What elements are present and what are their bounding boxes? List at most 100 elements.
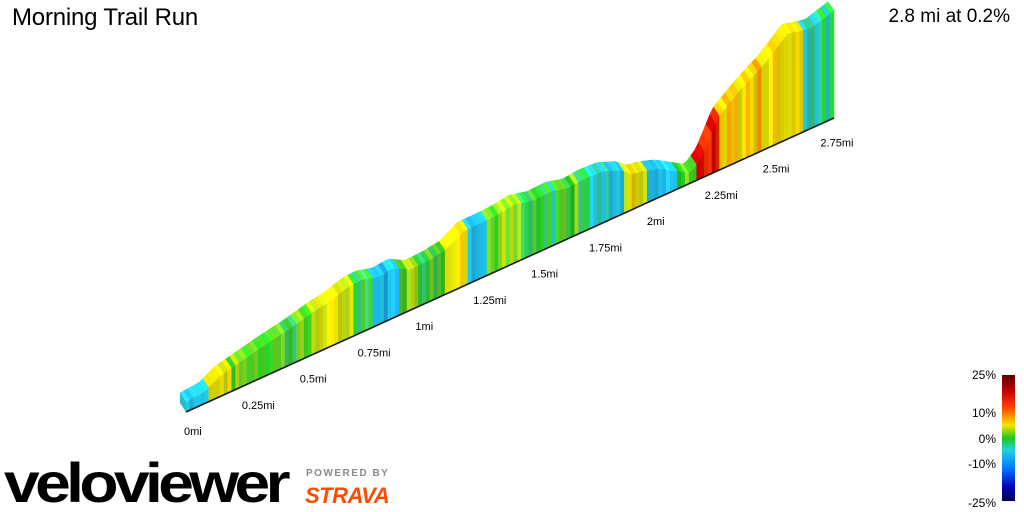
profile-wall-slice [723,105,728,169]
profile-wall-slice [749,74,755,157]
profile-wall-slice [490,215,496,275]
profile-wall-slice [231,364,236,392]
profile-wall-slice [601,171,606,224]
profile-wall-slice [444,245,450,295]
profile-wall-slice [643,169,648,205]
profile-wall-slice [498,211,503,271]
route-summary: 2.8 mi at 0.2% [888,6,1010,27]
profile-wall-slice [250,351,255,384]
profile-wall-slice [719,110,724,171]
profile-wall-slice [239,359,244,389]
profile-wall-slice [361,278,366,333]
profile-wall-slice [380,273,385,325]
profile-wall-slice [639,170,644,207]
profile-wall-slice [364,278,370,332]
distance-tick-label: 2.25mi [705,190,738,202]
profile-wall-slice [563,188,568,242]
profile-wall-slice [768,51,774,148]
profile-wall-slice [795,30,800,136]
profile-wall-slice [662,168,667,197]
veloviewer-logo: veloviewer [4,451,290,512]
profile-wall-slice [551,190,557,247]
profile-wall-slice [746,78,751,159]
profile-wall-slice [349,283,355,339]
distance-tick-label: 0.5mi [300,374,327,386]
profile-wall-slice [665,169,671,195]
profile-wall-slice [505,206,511,268]
profile-wall-slice [730,96,736,166]
legend-label-10: 10% [972,406,996,420]
profile-wall-slice [414,265,419,309]
profile-wall-slice [494,213,499,273]
profile-wall-slice [650,169,656,202]
profile-wall-slice [467,226,473,285]
profile-wall-slice [585,176,591,231]
profile-wall-slice [372,276,377,328]
profile-wall-slice [334,294,339,346]
profile-wall-slice [383,270,389,323]
profile-wall-slice [807,27,812,131]
profile-wall-slice [818,18,823,126]
gradient-color-bar [1002,375,1015,501]
profile-wall-slice [517,202,522,263]
profile-wall-slice [715,115,720,173]
profile-wall-slice [357,279,362,335]
profile-wall-slice [742,82,747,160]
legend-label-25: 25% [972,368,996,382]
strava-logo: STRAVA [305,483,389,508]
distance-tick-label: 1mi [415,321,433,333]
profile-wall-slice [765,56,770,150]
profile-wall-slice [235,362,240,390]
profile-wall-slice [597,171,602,226]
profile-wall-slice [223,369,229,396]
profile-wall-slice [418,263,423,307]
branding[interactable]: veloviewer POWERED BY STRAVA [4,448,424,512]
profile-wall-slice [810,24,816,129]
profile-wall-slice [246,354,252,385]
profile-wall-slice [544,192,549,250]
profile-wall-slice [391,267,396,320]
elevation-ribbon [179,1,835,413]
profile-wall-slice [280,331,286,370]
profile-wall-slice [822,16,827,124]
profile-wall-slice [627,172,633,212]
profile-wall-slice [296,320,301,363]
profile-wall-slice [258,346,263,380]
profile-wall-slice [261,343,267,378]
profile-wall-slice [578,179,583,235]
legend-label-minus-10: -10% [968,457,996,471]
profile-wall-slice [734,91,740,164]
profile-wall-slice [452,237,457,292]
profile-wall-slice [300,317,305,361]
profile-wall-slice [353,281,358,337]
profile-wall-slice [441,249,446,297]
profile-wall-slice [479,221,484,280]
profile-wall-slice [559,188,564,243]
distance-tick-label: 0.75mi [358,347,391,359]
profile-wall-slice [772,46,778,147]
profile-wall-slice [463,228,469,287]
profile-wall-slice [570,183,576,238]
profile-wall-slice [532,198,537,256]
profile-wall-slice [292,323,297,365]
legend-label-0: 0% [979,432,997,446]
profile-wall-slice [555,189,560,245]
profile-wall-slice [791,31,797,138]
profile-wall-slice [521,201,526,261]
profile-wall-slice [658,168,663,199]
gradient-legend: 25% 10% 0% -10% -25% [968,368,1015,510]
profile-wall-slice [319,305,324,352]
profile-wall-slice [460,230,465,288]
profile-top-slice [823,1,835,15]
profile-wall-slice [784,32,789,141]
profile-wall-slice [486,217,492,276]
profile-wall-slice [322,302,328,351]
profile-wall-slice [799,29,804,135]
profile-wall-slice [829,10,835,121]
profile-wall-slice [547,190,553,249]
profile-wall-slice [776,41,781,145]
profile-wall-slice [787,32,793,140]
profile-wall-slice [780,36,785,143]
profile-wall-slice [536,196,541,254]
